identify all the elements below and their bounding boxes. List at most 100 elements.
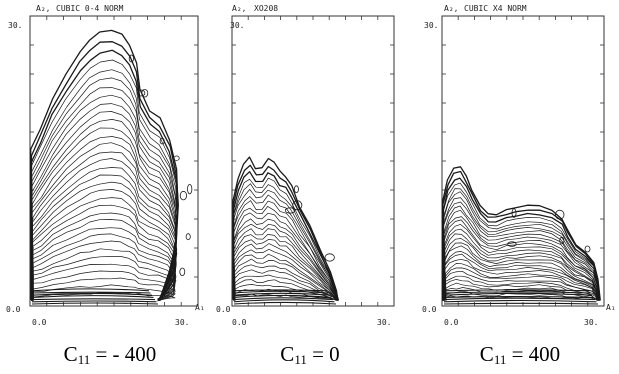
contour-line — [30, 41, 179, 300]
contour-band — [233, 297, 334, 301]
caption-symbol: C — [63, 342, 78, 366]
contour-line — [233, 212, 338, 301]
caption-value: = - 400 — [90, 342, 157, 366]
contour-island — [554, 209, 565, 220]
x-axis-label: A₁ — [195, 303, 205, 312]
contour-line — [442, 166, 601, 301]
contour-island — [179, 190, 187, 201]
contour-line — [233, 228, 338, 300]
contour-line — [444, 228, 599, 300]
contour-line — [232, 156, 339, 301]
contour-island — [179, 267, 186, 276]
caption-subscript: 11 — [493, 352, 507, 367]
caption-subscript: 11 — [294, 352, 307, 367]
contour-line — [31, 87, 178, 301]
contour-line — [444, 216, 600, 301]
contour-line — [31, 181, 177, 301]
x-min-label: 0.0 — [444, 318, 459, 327]
contour-line — [31, 227, 176, 301]
contour-island — [592, 284, 599, 295]
panel-label-c11-plus-400: C11 = 400 — [450, 342, 590, 368]
contour-line — [442, 191, 600, 301]
contour-island — [284, 207, 296, 214]
caption-subscript: 11 — [77, 352, 91, 367]
contour-line — [442, 182, 601, 302]
contour-island — [187, 184, 193, 195]
contour-line — [443, 233, 600, 301]
contour-panel-c11-minus-400: A₂, CUBIC 0-4 NORM 30. 0.0 0.0 30. A₁ — [0, 0, 210, 340]
contour-line — [443, 238, 599, 301]
contour-line — [233, 223, 338, 301]
contour-line — [232, 164, 340, 301]
header-axis: A₂, — [444, 4, 458, 13]
contour-island — [511, 208, 517, 218]
contour-island — [559, 236, 565, 245]
contour-line — [31, 119, 177, 302]
header-axis: A₂, — [36, 4, 50, 13]
contour-line — [32, 240, 177, 300]
plot-header-title: XO208 — [254, 4, 278, 13]
contour-line — [31, 151, 177, 301]
panel-label-c11-zero: C11 = 0 — [240, 342, 380, 368]
contour-band — [443, 299, 597, 303]
contour-band — [443, 289, 590, 292]
contour-line — [443, 201, 600, 302]
contour-island — [584, 245, 591, 253]
contour-band — [443, 295, 594, 298]
caption-symbol: C — [479, 342, 494, 366]
contour-panel-c11-plus-400: A₂, CUBIC X4 NORM 30. 0.0 0.0 30. A₁ — [416, 0, 619, 340]
x-axis-label: A₁ — [606, 303, 616, 312]
y-max-label: 30. — [230, 21, 244, 30]
caption-value: = 0 — [306, 342, 340, 366]
contour-line — [445, 270, 598, 300]
contour-line — [233, 194, 339, 302]
contour-line — [30, 136, 178, 302]
contour-line — [32, 212, 176, 302]
contour-line — [443, 219, 600, 301]
contour-line — [444, 263, 598, 301]
contour-line — [31, 167, 178, 301]
contour-line — [233, 243, 337, 302]
panel-label-c11-minus-400: C11 = - 400 — [40, 342, 180, 368]
contour-line — [233, 234, 338, 301]
contour-island — [324, 253, 335, 262]
contour-line — [32, 204, 177, 301]
contour-line — [31, 219, 176, 301]
contour-band — [233, 289, 328, 292]
contour-line — [233, 253, 337, 300]
contour-band — [443, 292, 593, 296]
plot-header-title: CUBIC 0-4 NORM — [56, 4, 124, 13]
contour-band — [233, 294, 332, 298]
contour-line — [445, 279, 598, 302]
contour-line — [232, 171, 339, 301]
contour-line — [443, 209, 600, 301]
contour-band — [233, 290, 329, 294]
contour-line — [444, 251, 599, 301]
contour-island — [128, 54, 134, 63]
contour-plot: A₂, CUBIC X4 NORM 30. 0.0 0.0 30. A₁ — [422, 4, 616, 327]
contour-island — [137, 89, 146, 97]
contour-line — [32, 263, 176, 301]
contour-line — [442, 177, 601, 301]
contour-line — [31, 111, 178, 301]
header-axis: A₂, — [232, 4, 246, 13]
contour-line — [32, 248, 177, 301]
contour-line — [234, 248, 338, 300]
contour-line — [444, 224, 600, 301]
contour-line — [445, 287, 597, 300]
contour-line — [442, 170, 601, 301]
contour-line — [32, 256, 176, 301]
contour-line — [31, 197, 177, 301]
contour-band — [31, 298, 156, 301]
contour-band — [233, 299, 335, 303]
contour-island — [185, 233, 191, 241]
contour-band — [31, 291, 151, 294]
x-min-label: 0.0 — [32, 318, 47, 327]
contour-line — [32, 270, 176, 300]
contour-panel-c11-zero: A₂, XO208 30. 0.0 0.0 30. — [210, 0, 416, 340]
caption-value: = 400 — [506, 342, 561, 366]
contour-line — [233, 258, 338, 301]
contour-island — [159, 137, 165, 145]
contour-line — [444, 245, 599, 301]
contour-line — [232, 200, 338, 302]
